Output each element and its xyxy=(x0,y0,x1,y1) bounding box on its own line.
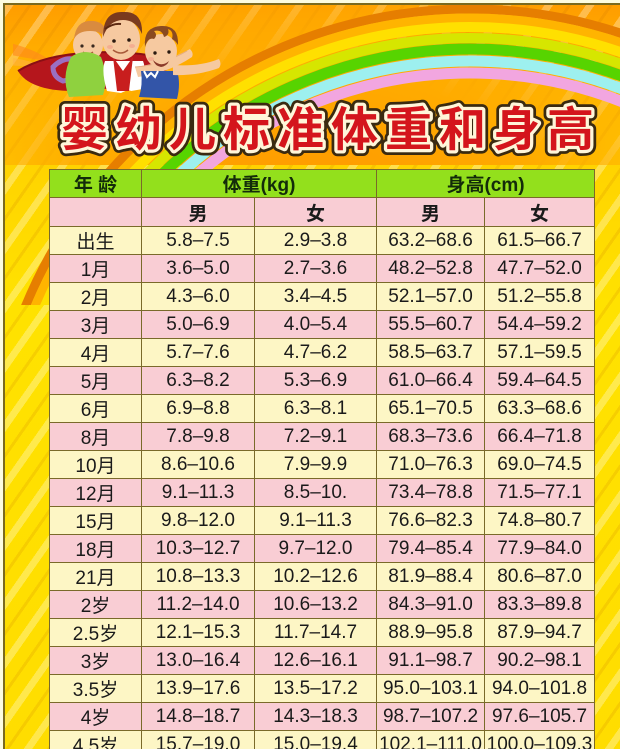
svg-text:婴幼儿标准体重和身高: 婴幼儿标准体重和身高 xyxy=(61,91,601,160)
